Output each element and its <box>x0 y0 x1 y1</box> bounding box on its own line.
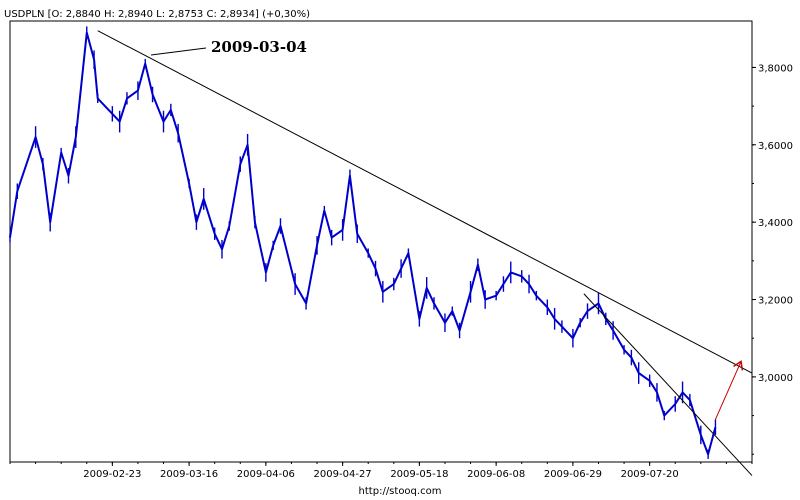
plot-frame <box>9 20 753 463</box>
series-line <box>9 31 717 456</box>
x-tick-label: 2009-04-06 <box>237 469 295 480</box>
trend-arrowhead <box>733 360 744 371</box>
x-tick-label: 2009-04-27 <box>314 469 372 480</box>
y-tick-label: 3,6000 <box>758 141 793 152</box>
x-tick-label: 2009-06-29 <box>544 469 602 480</box>
source-label: http://stooq.com <box>359 486 442 497</box>
price-series <box>9 26 717 459</box>
y-tick-label: 3,2000 <box>758 296 793 307</box>
trendline <box>714 361 742 420</box>
annotation: 2009-03-04 <box>150 38 307 56</box>
x-tick-label: 2009-02-23 <box>83 469 141 480</box>
trendline <box>583 293 753 476</box>
x-axis: 2009-02-23 2009-03-16 2009-04-06 2009-04-27… <box>9 462 753 480</box>
x-tick-label: 2009-07-20 <box>621 469 679 480</box>
y-axis: 3,8000 3,6000 3,4000 3,2000 3,0000 <box>752 63 793 455</box>
annotation-pointer <box>150 47 207 56</box>
y-tick-label: 3,8000 <box>758 63 793 74</box>
x-tick-label: 2009-06-08 <box>467 469 525 480</box>
y-tick-label: 3,0000 <box>758 373 793 384</box>
chart-title: USDPLN [O: 2,8840 H: 2,8940 L: 2,8753 C:… <box>4 9 310 20</box>
trendlines <box>97 30 753 476</box>
x-tick-label: 2009-03-16 <box>160 469 218 480</box>
y-tick-label: 3,4000 <box>758 218 793 229</box>
x-tick-label: 2009-05-18 <box>390 469 448 480</box>
annotation-label: 2009-03-04 <box>211 38 307 56</box>
trendline <box>97 30 753 374</box>
